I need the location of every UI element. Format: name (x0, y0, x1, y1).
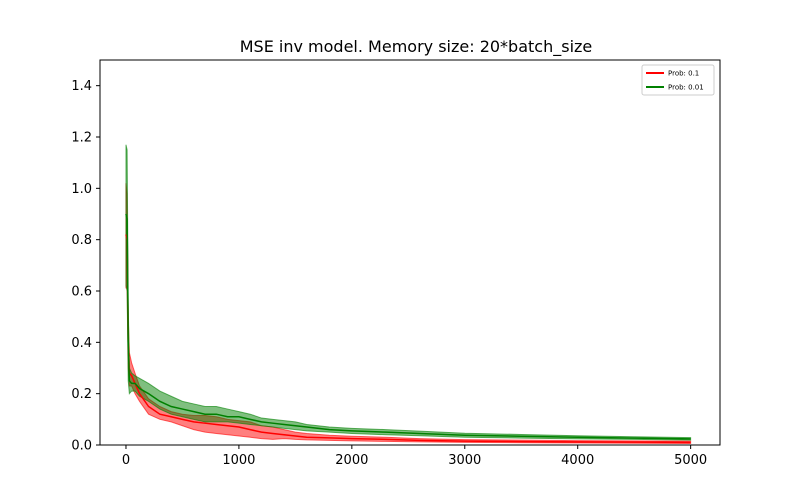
series-lines (125, 213, 691, 444)
legend-label: Prob: 0.01 (668, 84, 704, 92)
y-tick-label: 0.4 (71, 336, 92, 351)
legend: Prob: 0.1 Prob: 0.01 (641, 64, 715, 96)
y-tick-label: 1.0 (71, 182, 92, 197)
band-series-2 (125, 144, 692, 441)
x-tick-label: 5000 (674, 453, 707, 468)
chart-title: MSE inv model. Memory size: 20*batch_siz… (240, 37, 593, 57)
x-tick-label: 3000 (448, 453, 481, 468)
confidence-bands (125, 144, 692, 444)
y-tick-label: 1.2 (71, 131, 92, 146)
y-tick-label: 0.2 (71, 387, 92, 402)
y-axis: 0.0 0.2 0.4 0.6 0.8 1.0 1.2 1.4 (71, 79, 100, 454)
x-tick-label: 4000 (561, 453, 594, 468)
x-tick-label: 1000 (222, 453, 255, 468)
y-tick-label: 0.0 (71, 439, 92, 454)
line-series-2 (125, 213, 691, 440)
y-tick-label: 0.8 (71, 233, 92, 248)
y-tick-label: 0.6 (71, 285, 92, 300)
plot-area-frame (99, 59, 721, 446)
x-axis: 0 1000 2000 3000 4000 5000 (122, 445, 707, 468)
y-tick-label: 1.4 (71, 79, 92, 94)
legend-label: Prob: 0.1 (668, 70, 699, 78)
x-tick-label: 2000 (335, 453, 368, 468)
x-tick-label: 0 (122, 453, 130, 468)
